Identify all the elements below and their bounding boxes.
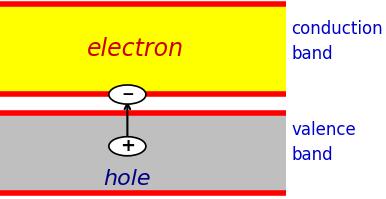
Bar: [0, 4, 286, 94]
Circle shape: [109, 85, 146, 104]
Text: conduction: conduction: [291, 20, 383, 38]
Text: band: band: [291, 146, 333, 164]
Text: hole: hole: [103, 169, 151, 189]
Circle shape: [109, 137, 146, 156]
Text: electron: electron: [86, 37, 184, 61]
Text: +: +: [120, 137, 135, 155]
Text: −: −: [121, 87, 134, 102]
Text: band: band: [291, 45, 333, 63]
Bar: [0, 113, 286, 193]
Text: valence: valence: [291, 121, 356, 139]
